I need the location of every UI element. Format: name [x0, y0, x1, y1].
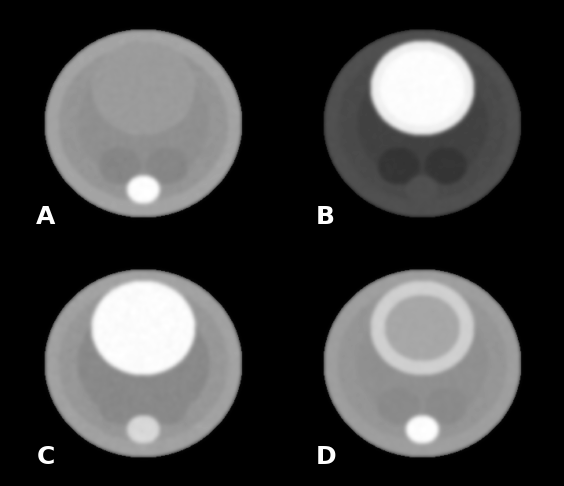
- Text: A: A: [36, 205, 56, 229]
- Text: B: B: [315, 205, 334, 229]
- Text: C: C: [36, 445, 55, 469]
- Text: D: D: [315, 445, 336, 469]
